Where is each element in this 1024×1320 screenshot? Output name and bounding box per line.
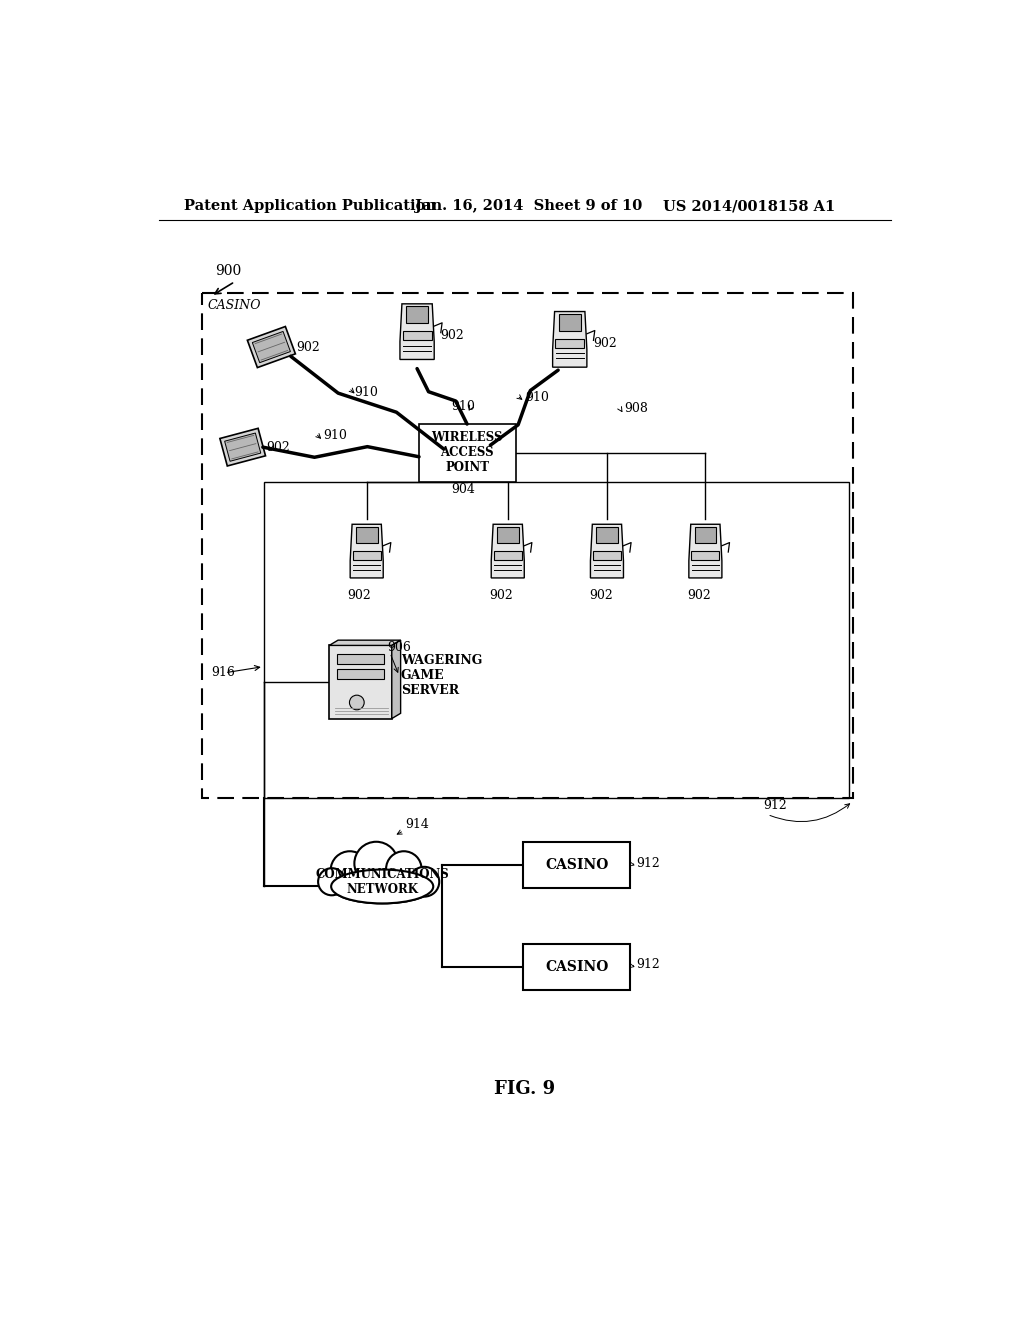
- Text: 902: 902: [296, 341, 319, 354]
- Bar: [329, 645, 392, 718]
- Bar: [419, 424, 515, 482]
- Bar: [523, 944, 630, 990]
- Circle shape: [331, 851, 369, 890]
- Circle shape: [386, 851, 422, 887]
- Text: FIG. 9: FIG. 9: [495, 1080, 555, 1098]
- Text: COMMUNICATIONS
NETWORK: COMMUNICATIONS NETWORK: [315, 869, 450, 896]
- Ellipse shape: [331, 870, 433, 903]
- Text: Jan. 16, 2014  Sheet 9 of 10: Jan. 16, 2014 Sheet 9 of 10: [415, 199, 642, 213]
- Text: 902: 902: [489, 589, 513, 602]
- Polygon shape: [492, 524, 524, 578]
- Text: 912: 912: [636, 857, 660, 870]
- Polygon shape: [392, 640, 400, 718]
- Circle shape: [410, 867, 439, 896]
- Bar: [694, 527, 716, 544]
- Text: 910: 910: [524, 391, 549, 404]
- Text: 912: 912: [764, 799, 787, 812]
- Circle shape: [318, 869, 345, 895]
- Bar: [555, 339, 585, 348]
- Text: 912: 912: [636, 958, 660, 972]
- Bar: [558, 314, 581, 331]
- Text: 902: 902: [589, 589, 612, 602]
- Text: 908: 908: [624, 403, 648, 416]
- Text: CASINO: CASINO: [545, 858, 608, 873]
- Text: 902: 902: [347, 589, 371, 602]
- Bar: [356, 527, 378, 544]
- Polygon shape: [591, 524, 624, 578]
- Text: 910: 910: [452, 400, 475, 413]
- Text: 910: 910: [354, 385, 378, 399]
- Polygon shape: [220, 428, 265, 466]
- Text: 902: 902: [687, 589, 711, 602]
- Bar: [593, 550, 621, 560]
- Bar: [523, 842, 630, 888]
- Text: US 2014/0018158 A1: US 2014/0018158 A1: [663, 199, 835, 213]
- Ellipse shape: [331, 870, 433, 903]
- Text: 906: 906: [388, 642, 412, 655]
- Polygon shape: [252, 331, 291, 363]
- Bar: [497, 527, 518, 544]
- Bar: [263, 482, 849, 797]
- Bar: [337, 655, 384, 664]
- Text: 902: 902: [266, 441, 290, 454]
- Text: 902: 902: [440, 330, 464, 342]
- Bar: [494, 550, 522, 560]
- Circle shape: [354, 842, 398, 886]
- Text: 904: 904: [452, 483, 475, 495]
- Bar: [337, 669, 384, 678]
- Polygon shape: [350, 524, 383, 578]
- Bar: [352, 550, 381, 560]
- Polygon shape: [553, 312, 587, 367]
- Polygon shape: [329, 640, 400, 645]
- Text: 914: 914: [406, 818, 429, 832]
- Bar: [596, 527, 617, 544]
- Text: Patent Application Publication: Patent Application Publication: [183, 199, 436, 213]
- Polygon shape: [689, 524, 722, 578]
- Polygon shape: [224, 433, 261, 461]
- Text: CASINO: CASINO: [545, 960, 608, 974]
- Text: 916: 916: [212, 665, 236, 678]
- Circle shape: [349, 696, 365, 710]
- Bar: [402, 331, 432, 341]
- Bar: [202, 293, 853, 797]
- Bar: [406, 306, 428, 323]
- Text: CASINO: CASINO: [208, 298, 261, 312]
- Bar: [691, 550, 720, 560]
- Text: WAGERING
GAME
SERVER: WAGERING GAME SERVER: [400, 655, 482, 697]
- Text: WIRELESS
ACCESS
POINT: WIRELESS ACCESS POINT: [431, 432, 503, 474]
- Text: 900: 900: [216, 264, 242, 279]
- Polygon shape: [248, 326, 295, 367]
- Polygon shape: [400, 304, 434, 359]
- Text: 902: 902: [593, 337, 616, 350]
- Text: 910: 910: [324, 429, 347, 442]
